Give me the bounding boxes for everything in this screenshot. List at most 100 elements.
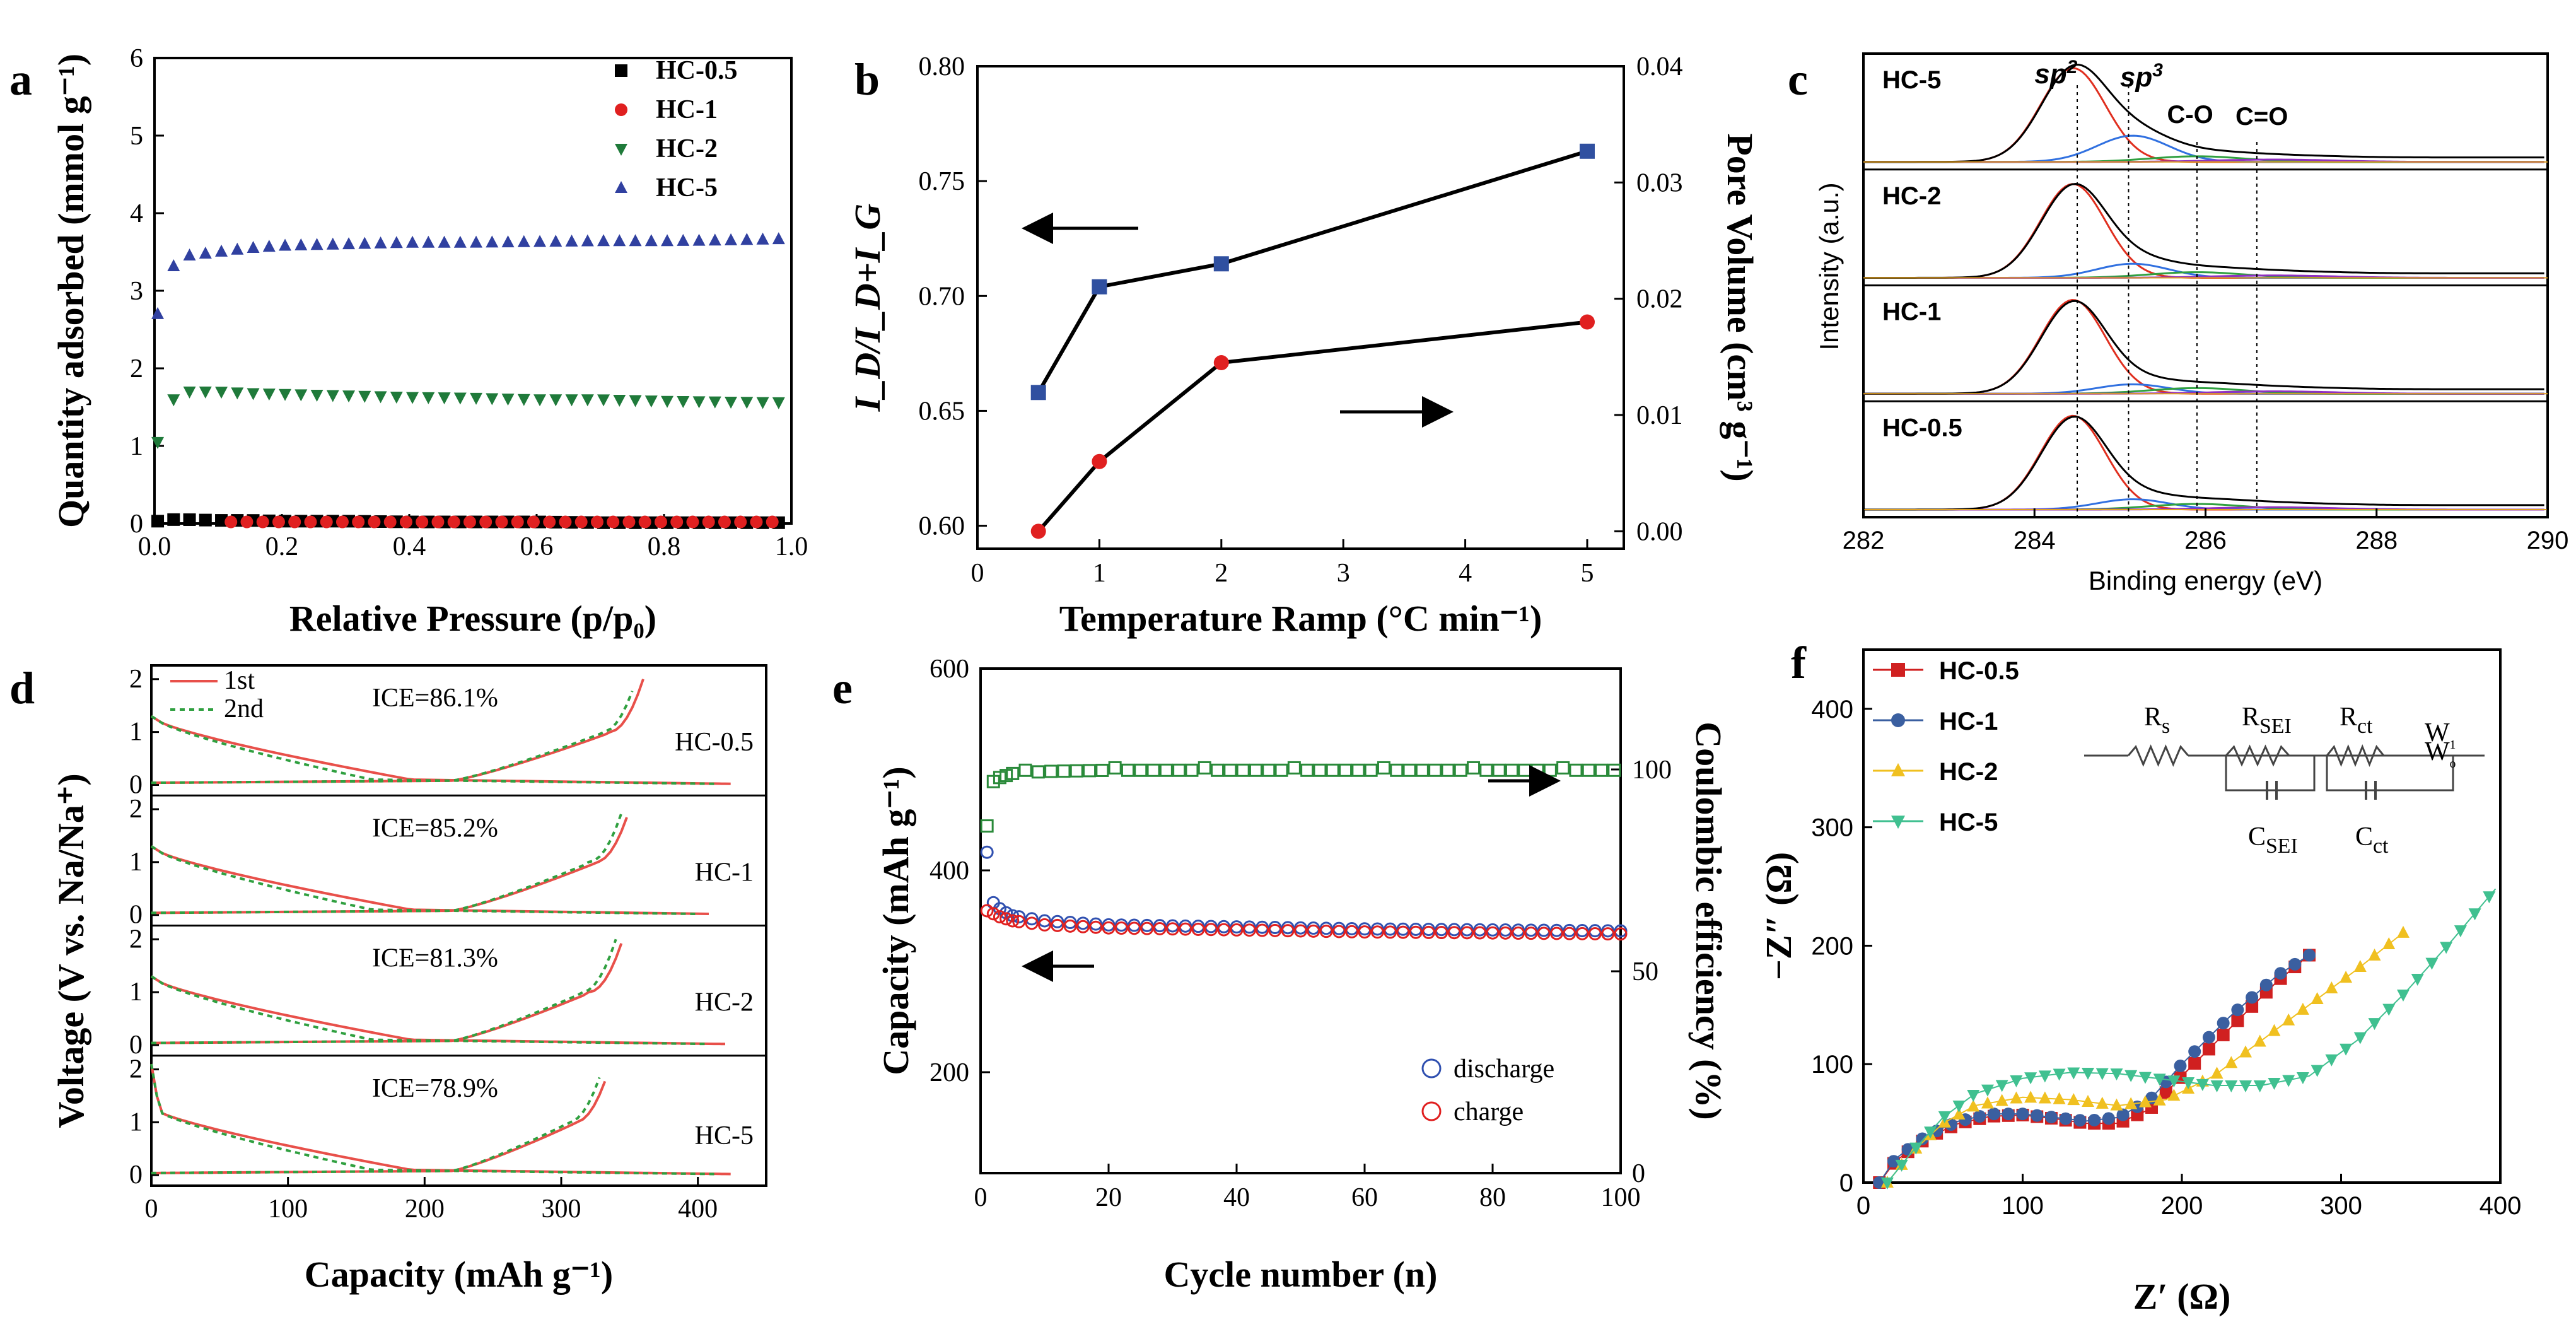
data-point — [1447, 926, 1461, 940]
data-point — [708, 396, 721, 409]
y-axis-label: Quantity adsorbed (mmol g⁻¹) — [50, 54, 91, 528]
y-tick-label: 4 — [130, 199, 143, 228]
data-point — [511, 515, 524, 529]
y-tick-label: 100 — [1811, 1051, 1853, 1079]
data-point — [2188, 1045, 2201, 1058]
ice-label: ICE=78.9% — [372, 1074, 498, 1103]
legend-marker — [1421, 1101, 1442, 1121]
data-point — [549, 235, 562, 247]
data-point — [772, 397, 785, 409]
y-axis-label-left: Capacity (mAh g⁻¹) — [875, 766, 916, 1075]
legend-label: HC-1 — [656, 95, 718, 124]
data-point — [231, 242, 244, 255]
data-point — [2053, 1092, 2066, 1104]
x-tick-label: 3 — [1337, 559, 1350, 588]
data-point — [638, 515, 651, 529]
data-point — [1339, 763, 1353, 777]
data-point — [406, 392, 419, 404]
data-point — [1249, 763, 1262, 777]
data-point — [183, 248, 196, 261]
data-point — [1916, 1132, 1929, 1145]
data-point — [517, 235, 530, 247]
y-axis-label-left: I_D/I_D+I_G — [847, 204, 888, 412]
y-tick-label: 0 — [1839, 1169, 1853, 1197]
data-point — [231, 387, 244, 400]
data-point — [2210, 1080, 2223, 1093]
data-point — [1524, 927, 1538, 940]
data-point — [2053, 1068, 2066, 1081]
resistor-rs-icon — [2127, 744, 2189, 767]
legend-label: HC-2 — [656, 134, 718, 163]
envelope-curve — [1863, 300, 2544, 395]
superscript: 2 — [2066, 57, 2078, 78]
data-point — [1063, 919, 1077, 933]
x-tick-label: 4 — [1459, 559, 1472, 588]
data-point — [740, 233, 754, 245]
data-point — [1505, 763, 1518, 777]
x-tick-label: 100 — [1601, 1183, 1641, 1212]
data-point — [2110, 1098, 2123, 1111]
y-tick-label-left: 200 — [930, 1058, 969, 1087]
charge-2nd-curve — [151, 938, 617, 1044]
resistor-rct-icon — [2326, 744, 2385, 768]
data-point — [2196, 1079, 2209, 1091]
data-point — [670, 515, 684, 529]
data-point — [1076, 916, 1090, 930]
legend-marker — [1891, 713, 1905, 727]
data-point — [2353, 959, 2367, 972]
y-tick-label: 0 — [129, 770, 143, 799]
x-tick-label: 0.4 — [393, 532, 426, 561]
series-line — [1879, 954, 2310, 1183]
data-point — [1092, 453, 1107, 469]
x-axis-label: Cycle number (n) — [1164, 1254, 1438, 1295]
data-point — [1069, 764, 1083, 778]
x-tick-label: 300 — [2320, 1192, 2362, 1220]
data-point — [1332, 925, 1346, 938]
data-point — [501, 235, 515, 248]
data-point — [215, 387, 228, 399]
series-line — [1879, 954, 2310, 1183]
data-point — [1287, 761, 1301, 775]
x-tick-label: 0.0 — [138, 532, 172, 561]
data-point — [629, 395, 642, 407]
data-point — [1313, 763, 1327, 777]
data-point — [294, 389, 308, 402]
data-point — [2095, 1096, 2109, 1109]
data-point — [390, 392, 403, 404]
fit-component — [1863, 414, 2544, 511]
x-axis-label: Capacity (mAh g⁻¹) — [305, 1254, 613, 1295]
data-point — [342, 237, 356, 250]
data-point — [1563, 927, 1576, 940]
data-point — [1256, 923, 1269, 937]
legend-label: HC-1 — [1939, 708, 1998, 735]
data-point — [2225, 1080, 2238, 1093]
data-point — [1422, 925, 1435, 939]
data-point — [1083, 764, 1097, 778]
data-point — [1274, 763, 1288, 777]
data-point — [215, 514, 228, 527]
y-tick-label: 2 — [129, 665, 143, 694]
data-point — [1588, 927, 1602, 940]
data-point — [368, 515, 381, 529]
data-point — [2031, 1109, 2044, 1122]
panel-label: b — [854, 54, 880, 105]
data-point — [1038, 914, 1051, 928]
data-point — [294, 238, 308, 250]
data-point — [2024, 1072, 2037, 1085]
envelope-curve — [1863, 416, 2544, 511]
data-point — [2067, 1067, 2080, 1080]
subpanel-label: HC-2 — [1882, 182, 1941, 210]
data-point — [2253, 1034, 2266, 1047]
y-tick-label-left: 0.80 — [919, 52, 965, 81]
data-point — [2138, 1072, 2152, 1084]
data-point — [1000, 912, 1013, 926]
data-point — [399, 515, 412, 529]
data-point — [1981, 1096, 1994, 1109]
subpanel-label: HC-0.5 — [675, 728, 754, 757]
data-point — [1402, 763, 1416, 777]
data-point — [1121, 763, 1134, 777]
data-point — [2268, 1078, 2281, 1090]
data-point — [2231, 1014, 2244, 1027]
data-point — [2202, 1043, 2215, 1056]
